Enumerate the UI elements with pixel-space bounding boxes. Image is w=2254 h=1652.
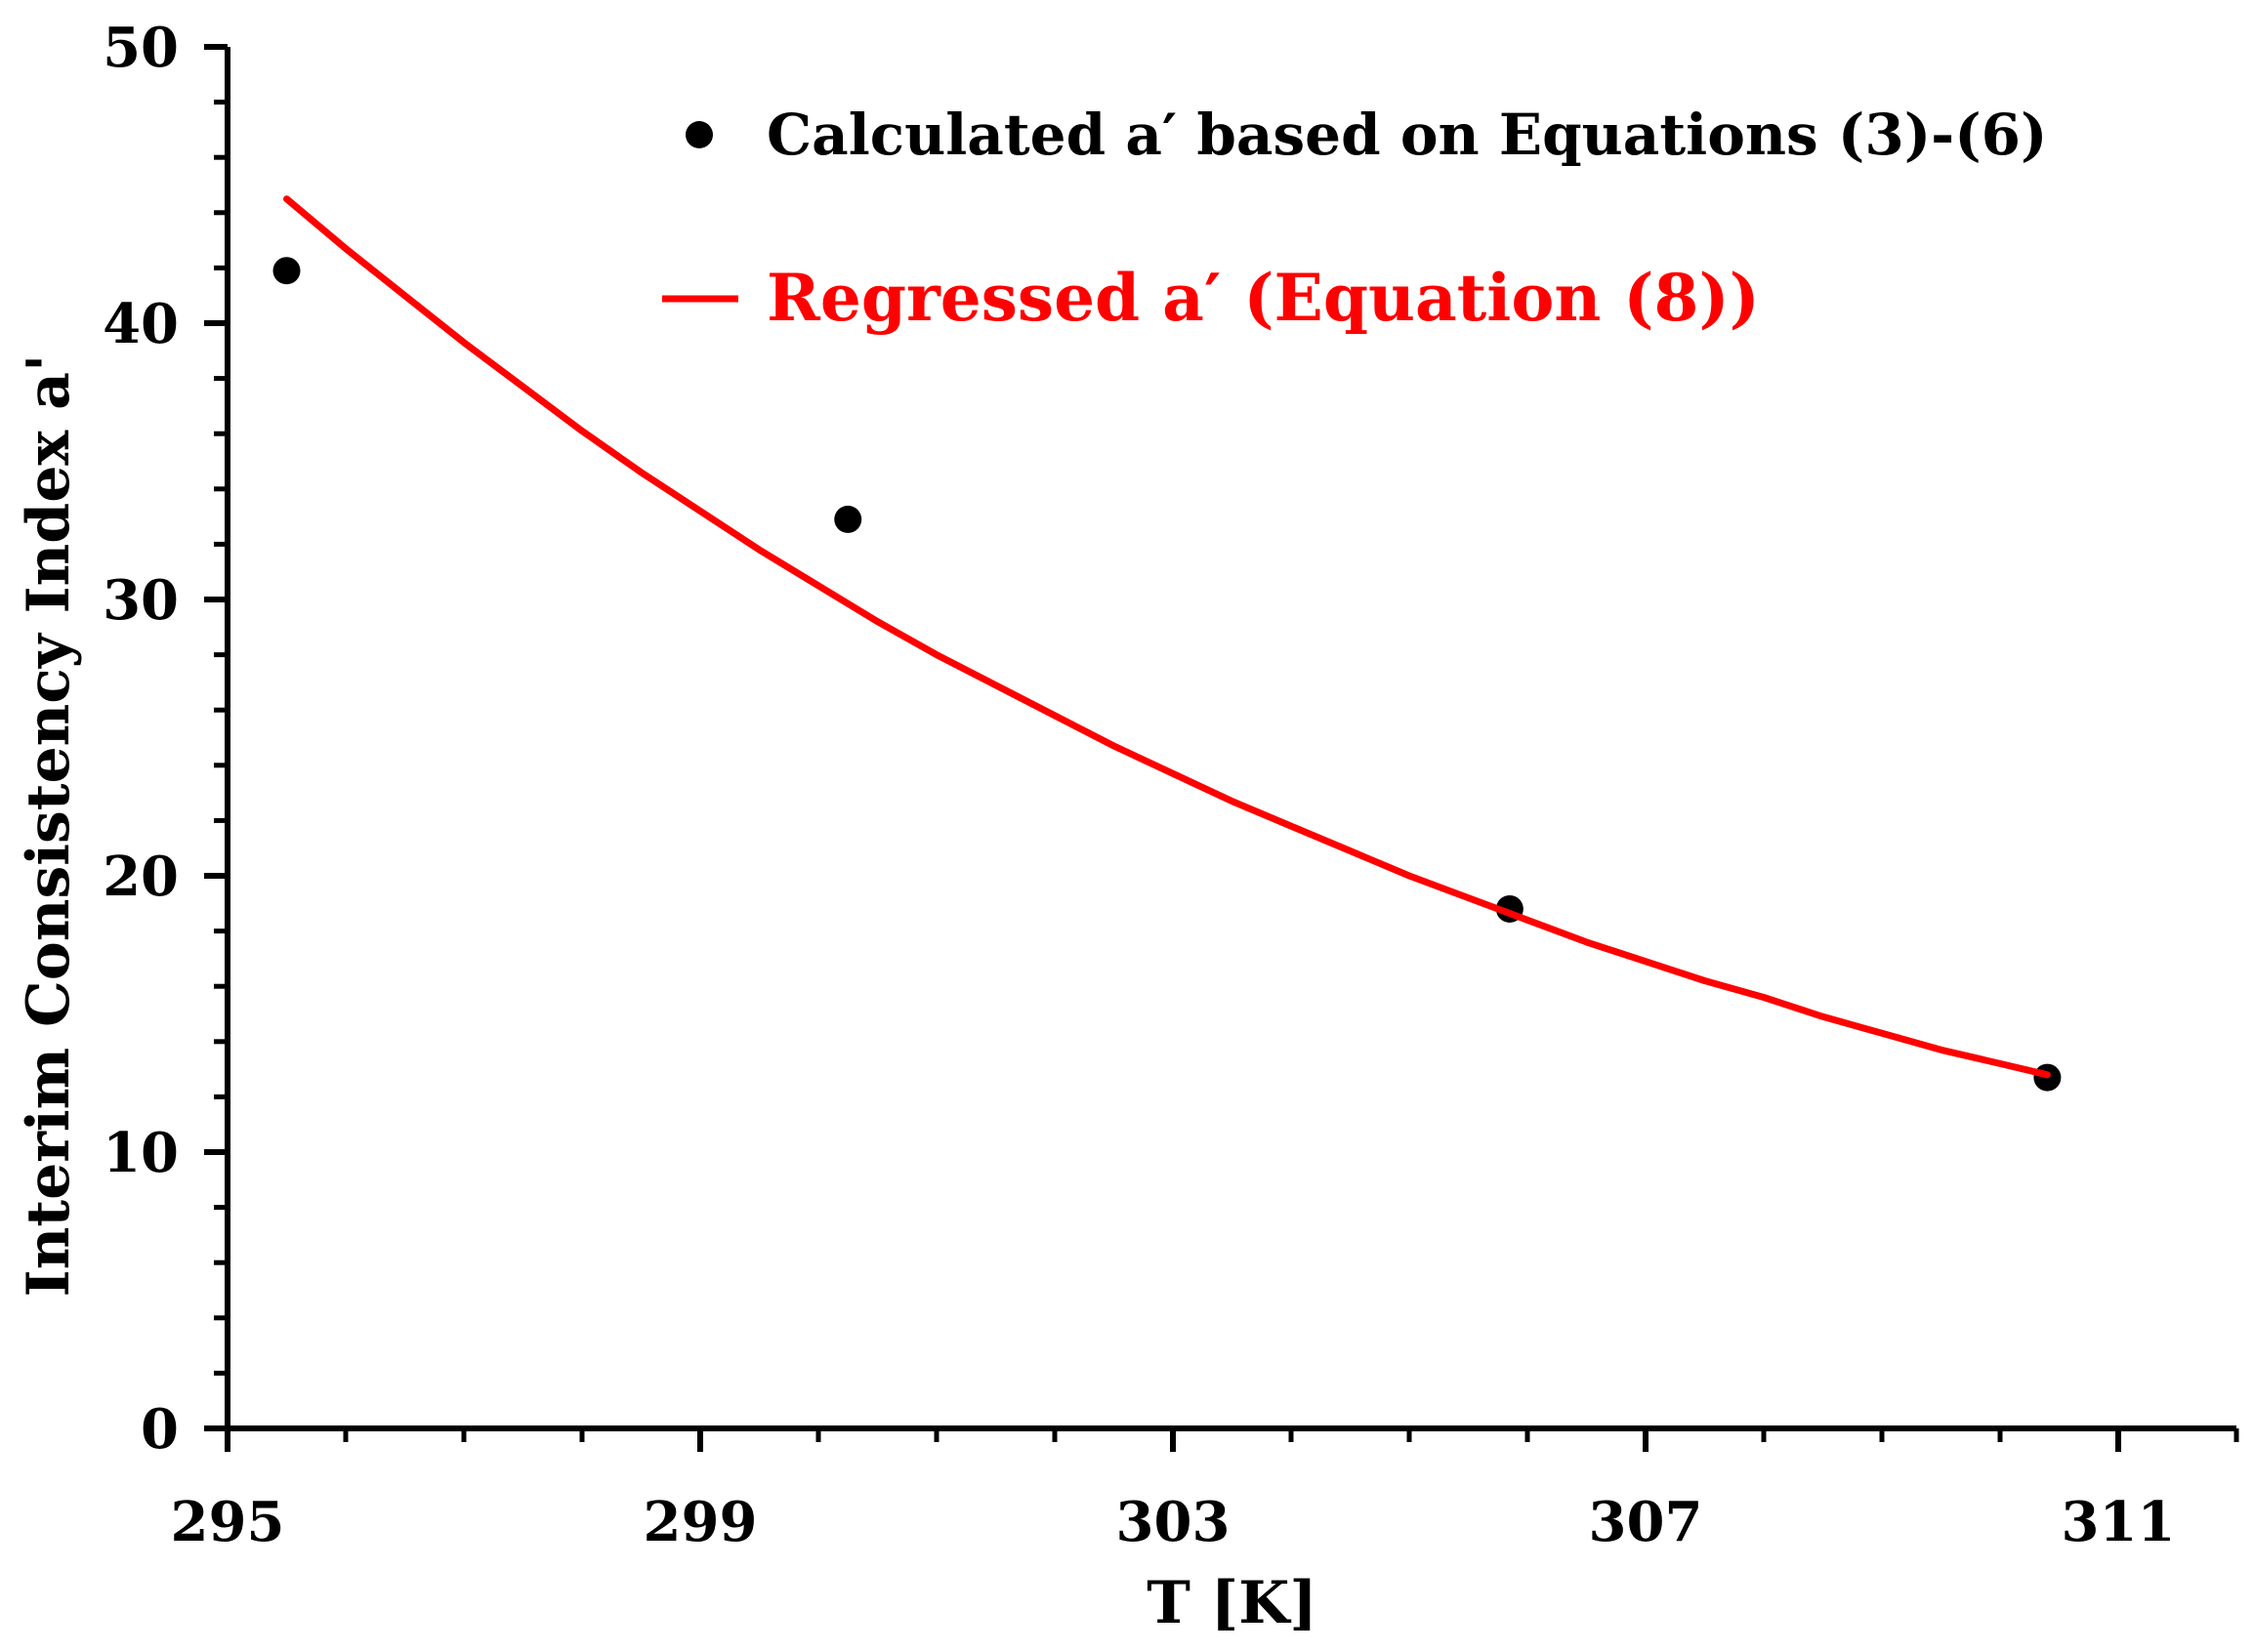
- series: [272, 195, 2062, 1092]
- y-tick-label: 30: [103, 568, 179, 633]
- x-tick-label: 307: [1589, 1490, 1703, 1554]
- regressed-curve-line: [283, 195, 2051, 1079]
- y-tick-label: 50: [103, 16, 179, 80]
- legend-dot-marker: [686, 121, 713, 148]
- x-tick-label: 295: [171, 1490, 285, 1554]
- legend: Calculated a′ based on Equations (3)-(6)…: [662, 102, 2047, 336]
- legend-label-calculated: Calculated a′ based on Equations (3)-(6): [767, 102, 2047, 168]
- y-axis-title: Interim Consistency Index a': [15, 354, 83, 1298]
- x-axis-title: T [K]: [1147, 1569, 1316, 1637]
- y-tick-label: 20: [103, 845, 179, 909]
- x-tick-label: 299: [644, 1490, 758, 1554]
- y-tick-label: 40: [103, 292, 179, 356]
- y-tick-label: 0: [141, 1397, 179, 1462]
- tick-marks: [204, 44, 2239, 1452]
- axes: [225, 47, 2236, 1431]
- legend-label-regressed: Regressed a′ (Equation (8)): [767, 260, 1760, 336]
- data-point: [834, 505, 862, 533]
- tick-labels: 295 299 303 307 311 0 10 20 30 40 50: [103, 16, 2175, 1554]
- x-tick-label: 311: [2062, 1490, 2176, 1554]
- y-tick-label: 10: [103, 1121, 179, 1185]
- x-tick-label: 303: [1116, 1490, 1231, 1554]
- data-point: [272, 257, 301, 285]
